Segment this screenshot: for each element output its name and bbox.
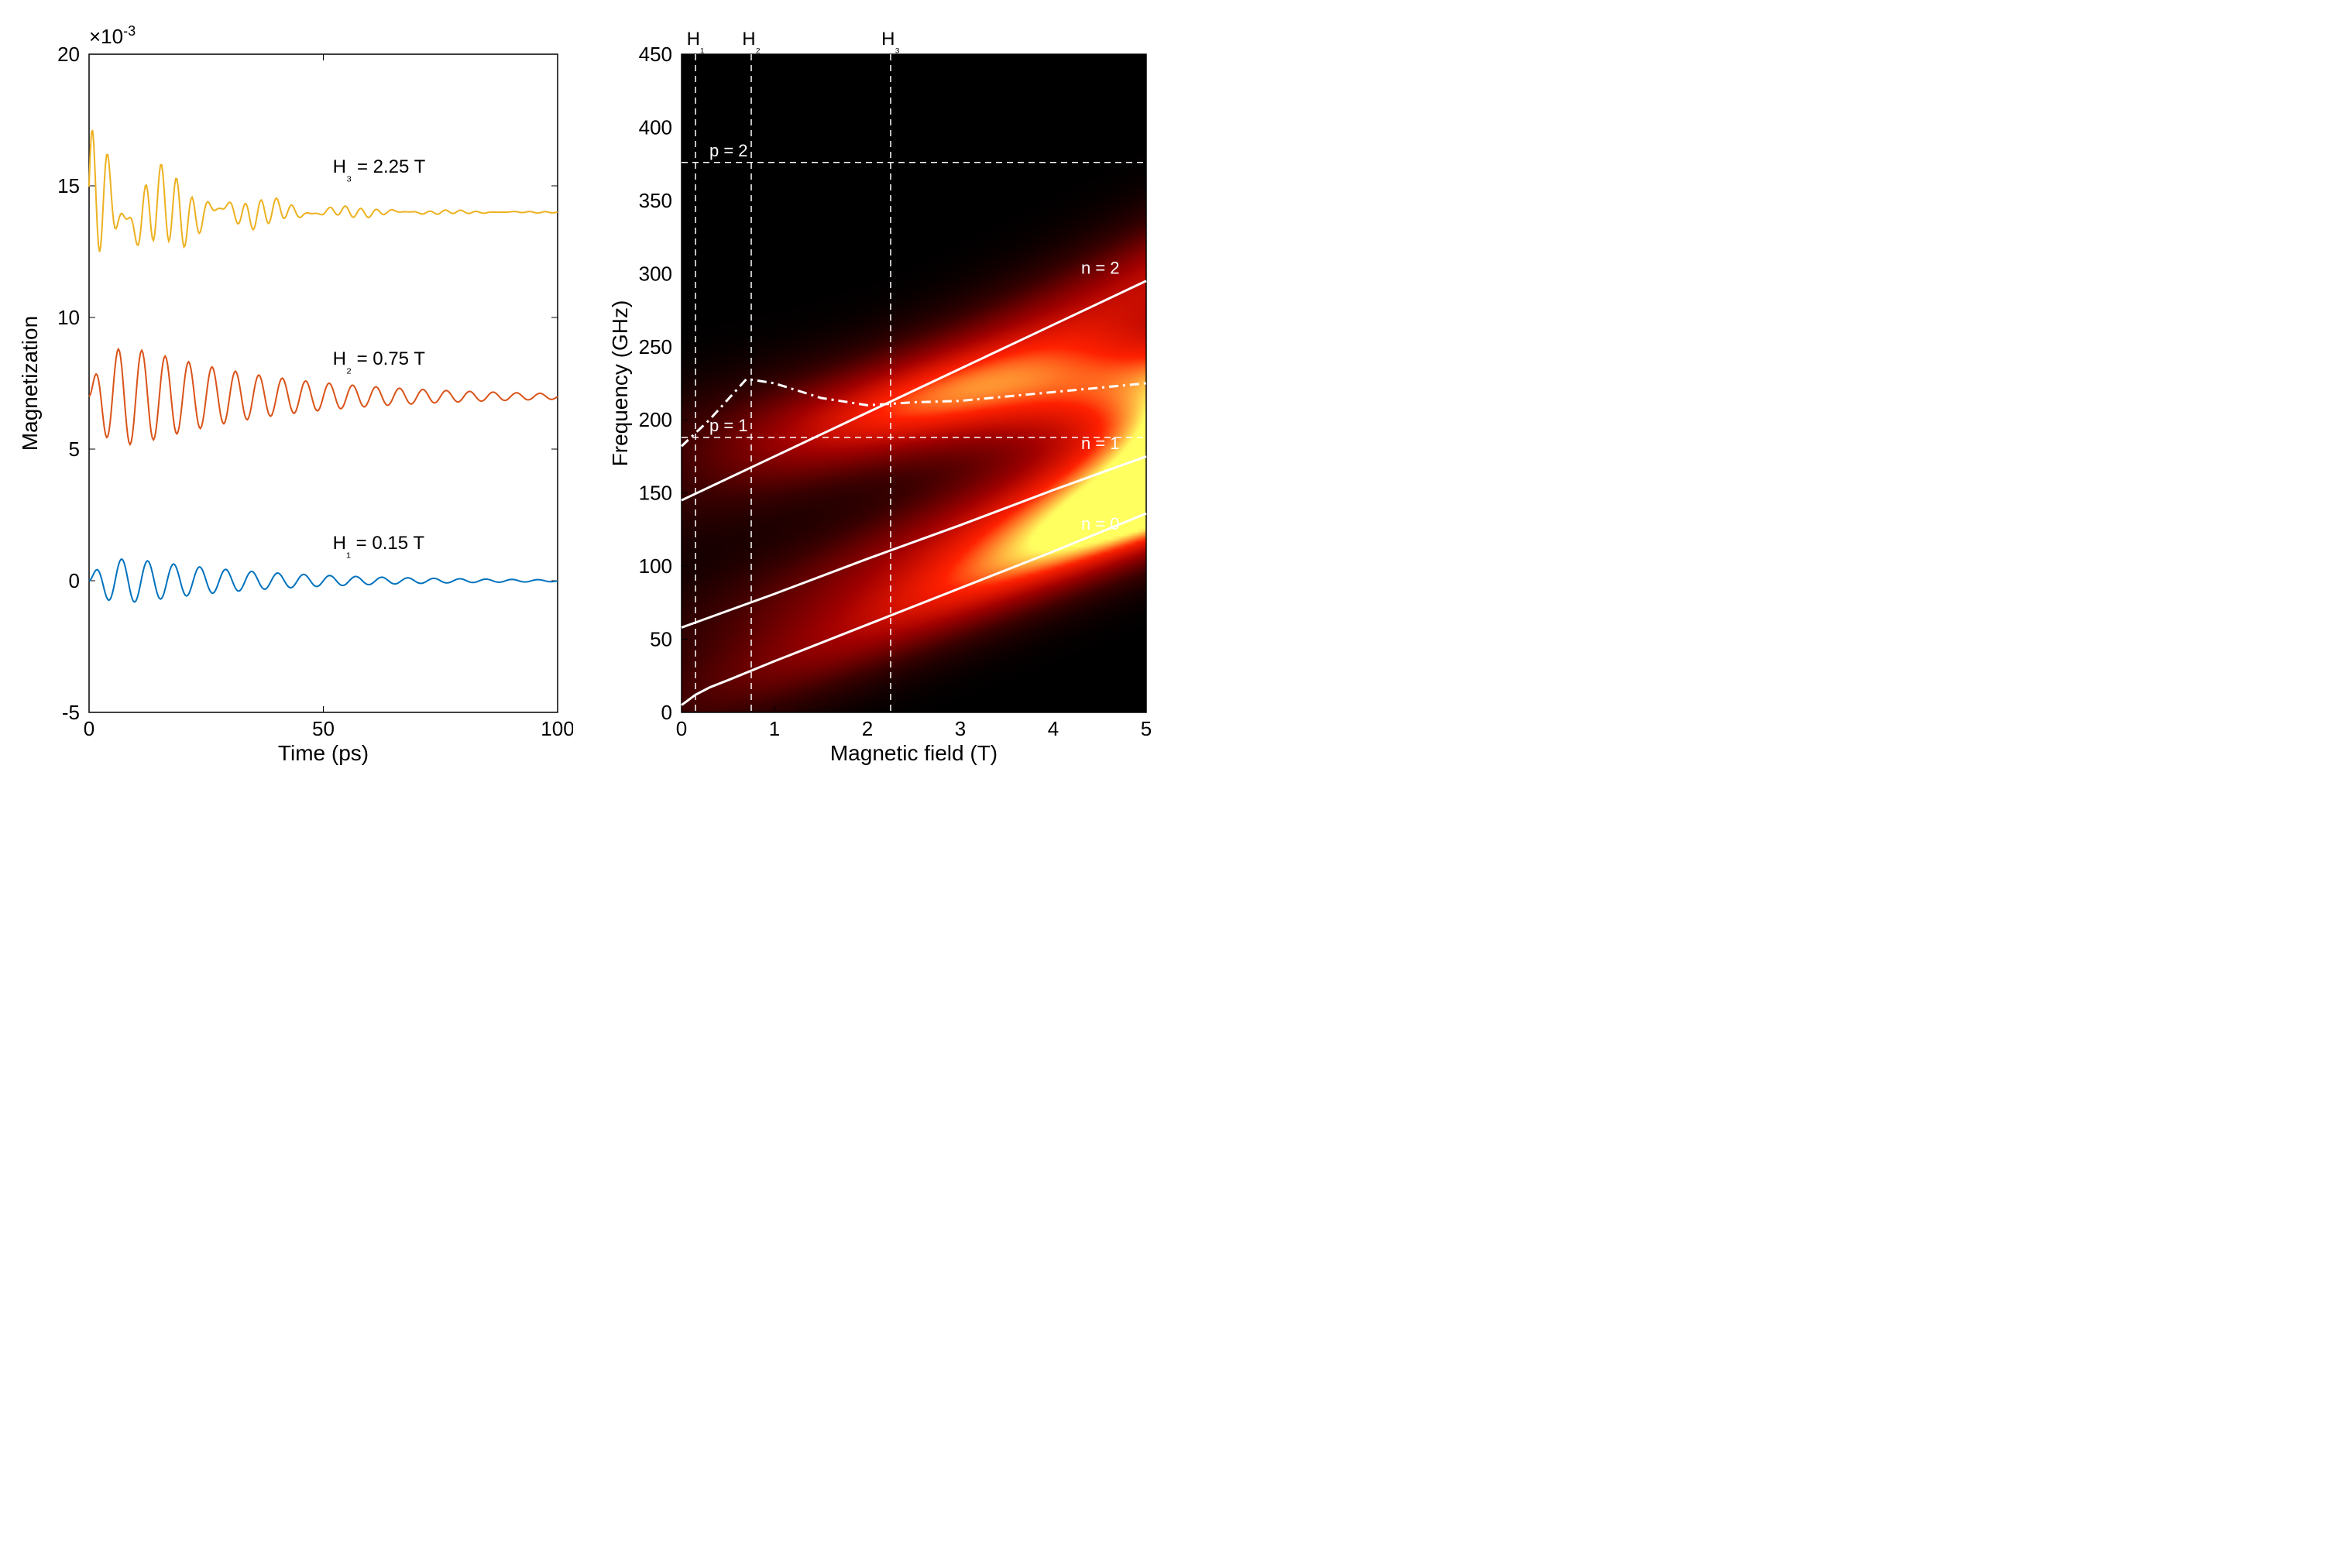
xlabel: Time (ps) [278, 741, 369, 765]
xlabel: Magnetic field (T) [830, 741, 998, 765]
plot-box [89, 54, 558, 712]
right-chart: 012345050100150200250300350400450Magneti… [604, 15, 1162, 774]
ytick-label: 350 [639, 189, 672, 212]
ytick-label: 300 [639, 262, 672, 285]
ytick-label: 0 [661, 701, 672, 724]
figure-container: 050100-505101520×10-3Time (ps)Magnetizat… [15, 15, 1162, 778]
line-label: n = 0 [1081, 514, 1120, 534]
xtick-label: 0 [84, 717, 94, 740]
xtick-label: 100 [541, 717, 573, 740]
right-panel: 012345050100150200250300350400450Magneti… [604, 15, 1162, 778]
ytick-label: 15 [57, 174, 80, 197]
y-multiplier: ×10-3 [89, 23, 136, 48]
ytick-label: 0 [69, 569, 80, 592]
xtick-label: 2 [862, 717, 873, 740]
xtick-label: 50 [312, 717, 335, 740]
ytick-label: 200 [639, 408, 672, 431]
ytick-label: 5 [69, 437, 80, 461]
left-chart: 050100-505101520×10-3Time (ps)Magnetizat… [15, 15, 573, 774]
ytick-label: 10 [57, 306, 80, 329]
xtick-label: 1 [769, 717, 780, 740]
hlabel: p = 2 [709, 141, 748, 160]
xtick-label: 3 [955, 717, 966, 740]
hlabel: p = 1 [709, 416, 748, 435]
xtick-label: 0 [676, 717, 687, 740]
xtick-label: 5 [1141, 717, 1152, 740]
ytick-label: -5 [62, 701, 80, 724]
vlabel: H₁ [687, 29, 705, 55]
ytick-label: 400 [639, 115, 672, 139]
line-label: n = 1 [1081, 434, 1120, 453]
line-label: n = 2 [1081, 258, 1120, 277]
vlabel: H₂ [742, 29, 761, 55]
ylabel: Magnetization [18, 316, 42, 451]
left-panel: 050100-505101520×10-3Time (ps)Magnetizat… [15, 15, 573, 778]
vlabel: H₃ [881, 29, 900, 55]
ytick-label: 250 [639, 335, 672, 359]
ytick-label: 450 [639, 43, 672, 66]
ytick-label: 20 [57, 43, 80, 66]
ytick-label: 100 [639, 554, 672, 578]
ylabel: Frequency (GHz) [608, 300, 632, 467]
ytick-label: 150 [639, 482, 672, 505]
xtick-label: 4 [1048, 717, 1059, 740]
ytick-label: 50 [650, 628, 672, 651]
